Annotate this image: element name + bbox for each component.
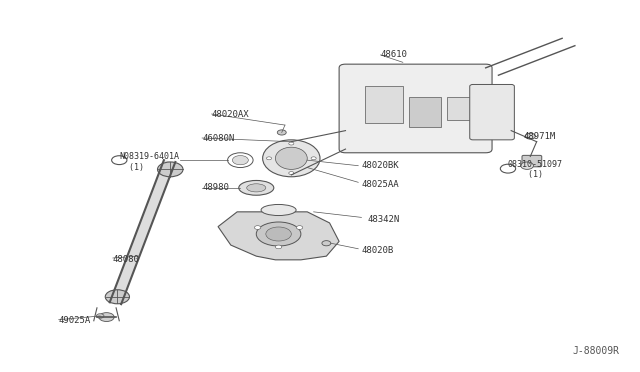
Polygon shape xyxy=(218,212,339,260)
Text: 48025AA: 48025AA xyxy=(362,180,399,189)
Circle shape xyxy=(322,241,331,246)
Polygon shape xyxy=(109,160,175,304)
Ellipse shape xyxy=(261,205,296,215)
Circle shape xyxy=(97,314,104,318)
Text: 48080: 48080 xyxy=(113,255,140,264)
Circle shape xyxy=(296,226,303,230)
Ellipse shape xyxy=(256,222,301,246)
Text: 48610: 48610 xyxy=(381,51,408,60)
Ellipse shape xyxy=(157,162,183,177)
Circle shape xyxy=(266,157,271,160)
Text: 48971M: 48971M xyxy=(524,132,556,141)
Ellipse shape xyxy=(275,147,307,169)
Circle shape xyxy=(289,171,294,174)
Circle shape xyxy=(289,142,294,145)
Bar xyxy=(447,97,473,119)
Ellipse shape xyxy=(246,184,266,192)
Circle shape xyxy=(99,312,114,321)
Circle shape xyxy=(277,130,286,135)
Circle shape xyxy=(255,226,260,230)
Ellipse shape xyxy=(239,180,274,195)
Circle shape xyxy=(521,162,534,169)
Text: 08310-51097
    (1): 08310-51097 (1) xyxy=(508,160,563,179)
Text: 49025A: 49025A xyxy=(59,316,91,325)
Text: 48980: 48980 xyxy=(202,183,229,192)
Circle shape xyxy=(525,133,536,139)
Text: J-88009R: J-88009R xyxy=(573,346,620,356)
FancyBboxPatch shape xyxy=(339,64,492,153)
Bar xyxy=(365,86,403,123)
Ellipse shape xyxy=(266,227,291,241)
Circle shape xyxy=(275,245,282,249)
Bar xyxy=(409,97,441,127)
FancyBboxPatch shape xyxy=(522,155,541,167)
Text: 46080N: 46080N xyxy=(202,134,234,142)
Ellipse shape xyxy=(105,290,129,304)
Ellipse shape xyxy=(262,140,320,177)
Text: 48020BK: 48020BK xyxy=(362,161,399,170)
Circle shape xyxy=(311,157,316,160)
Ellipse shape xyxy=(232,155,248,165)
Text: 48020B: 48020B xyxy=(362,246,394,255)
FancyBboxPatch shape xyxy=(470,84,515,140)
Text: 48342N: 48342N xyxy=(368,215,400,224)
Text: N08319-6401A
  (1): N08319-6401A (1) xyxy=(119,152,179,172)
Text: 48020AX: 48020AX xyxy=(212,109,250,119)
